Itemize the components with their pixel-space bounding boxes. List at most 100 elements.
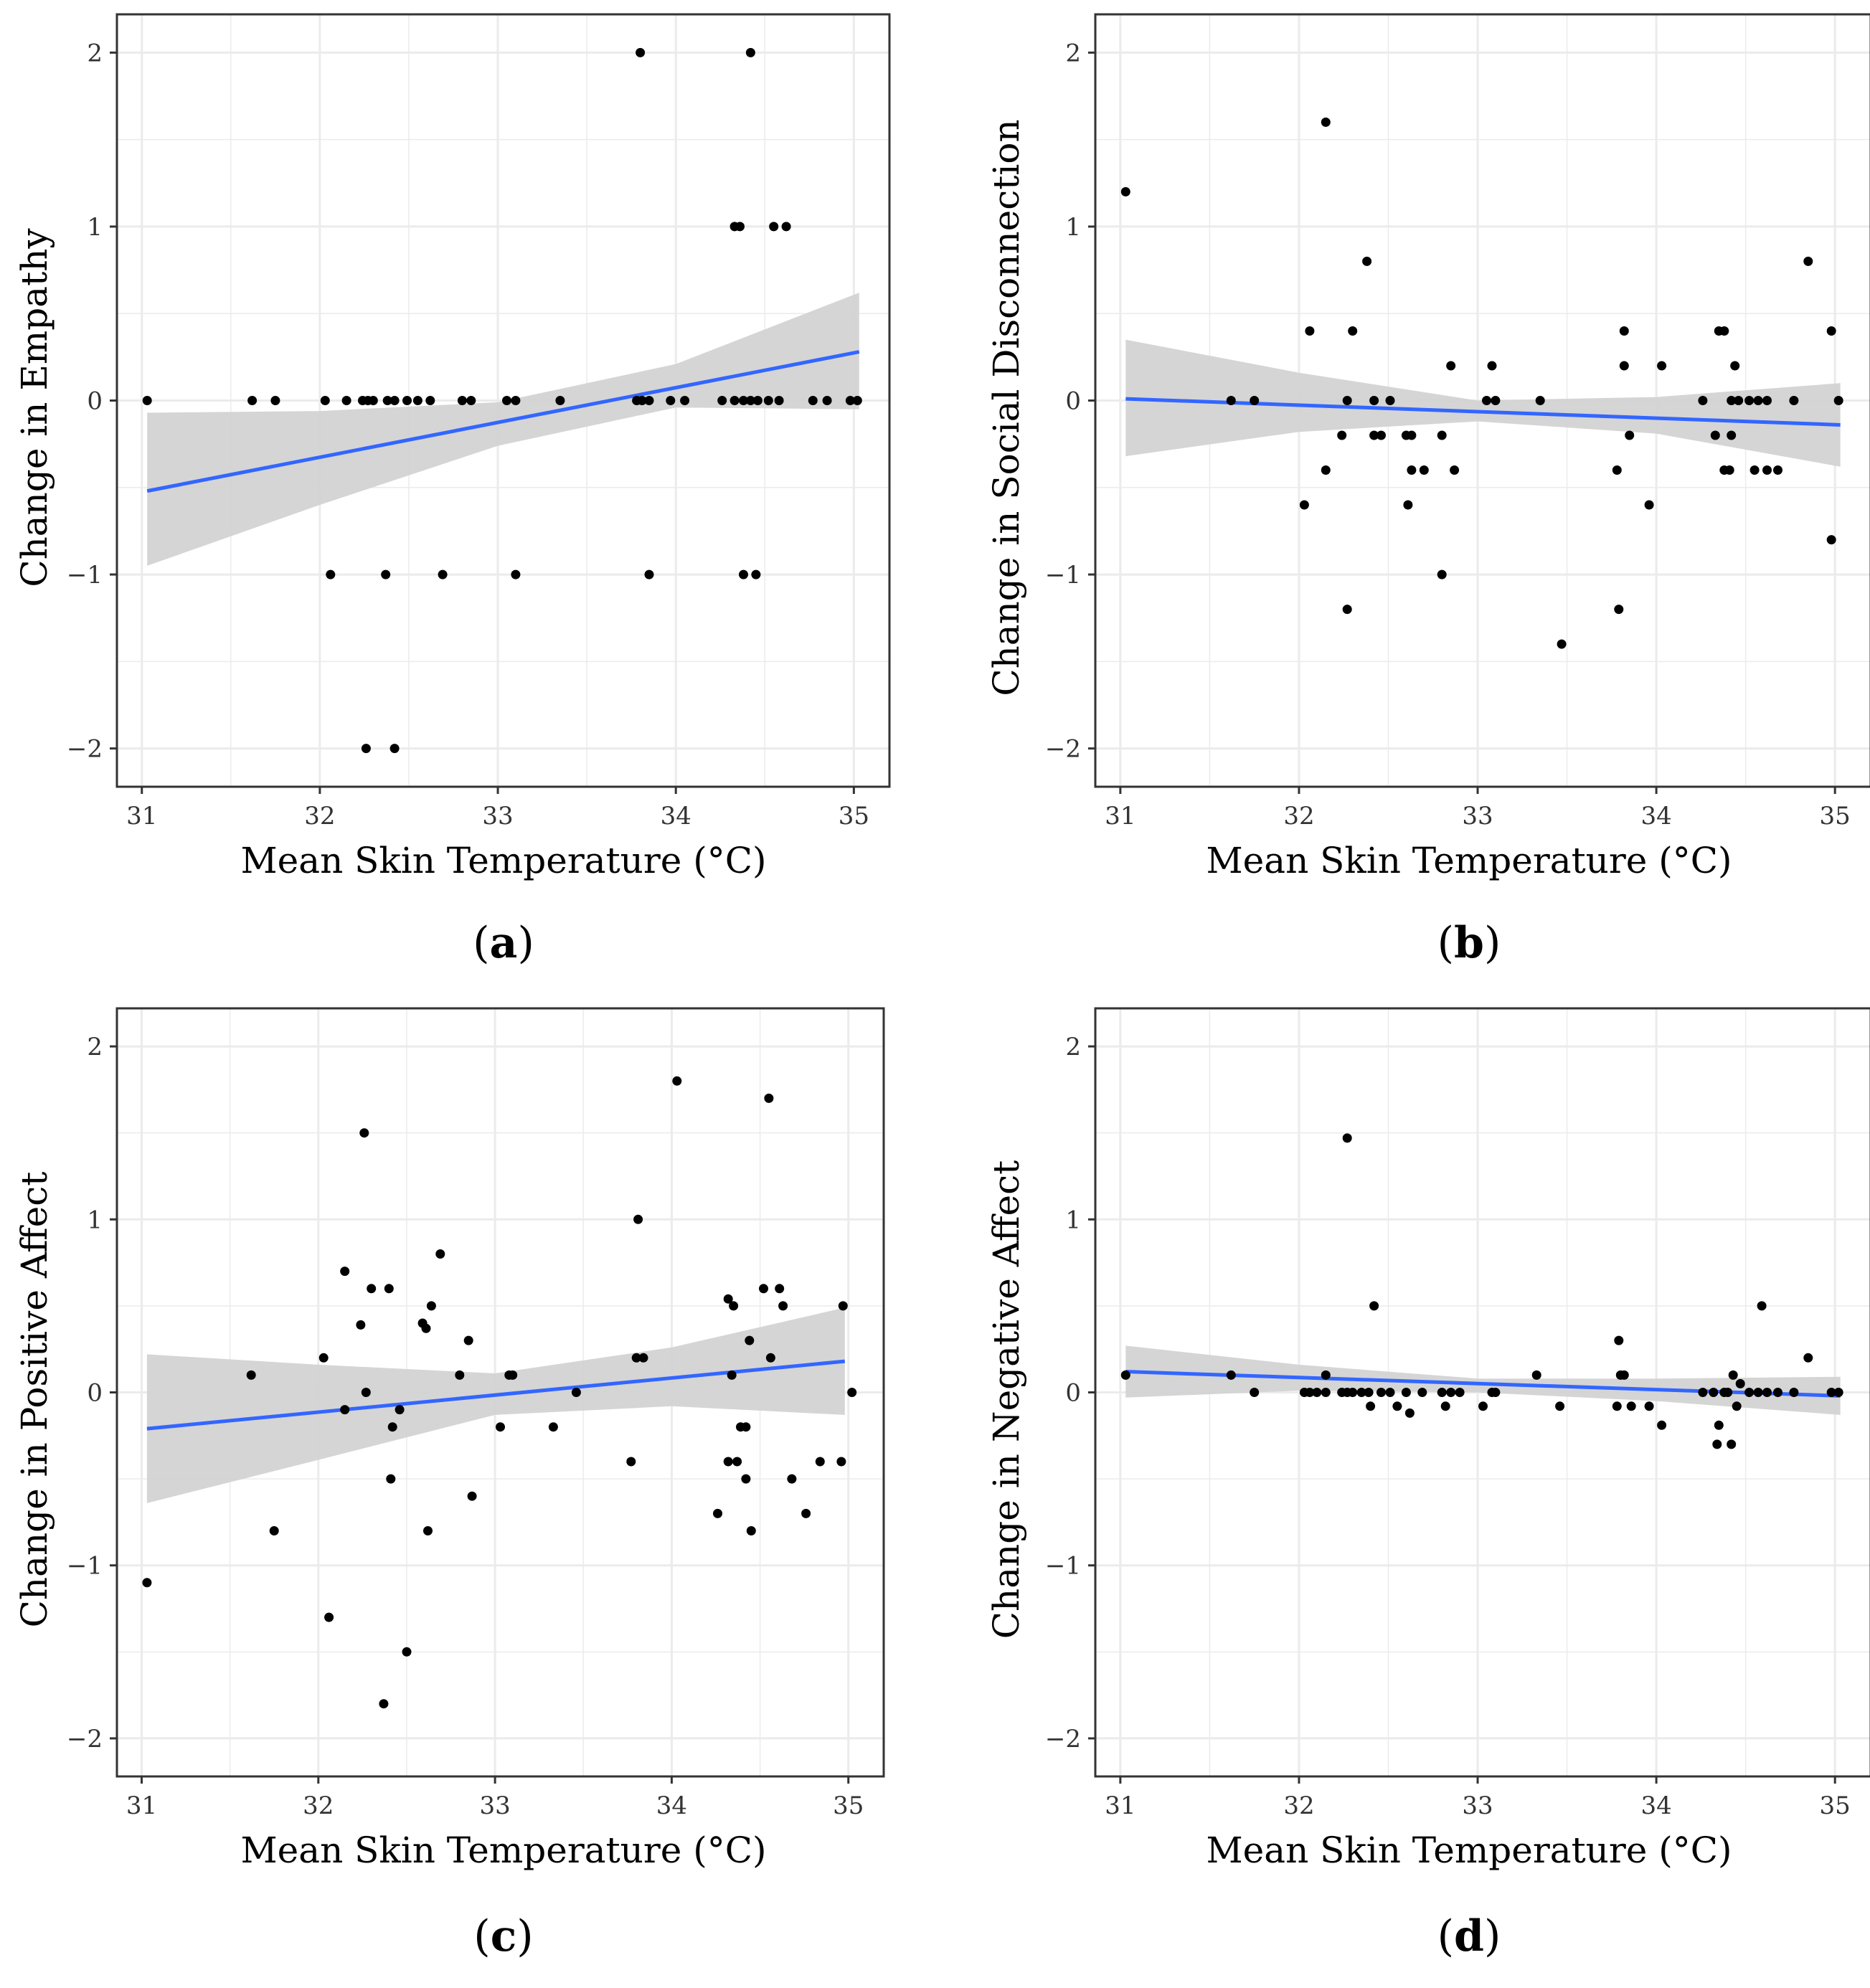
panel-label: (c) (473, 1911, 533, 1961)
panel-label: (d) (1437, 1911, 1501, 1961)
data-point (741, 1422, 751, 1432)
data-point (1644, 1401, 1654, 1411)
data-point (1732, 1401, 1742, 1411)
data-point (759, 1284, 768, 1294)
data-point (1407, 430, 1417, 440)
data-point (1724, 465, 1734, 475)
axis-ticks: 31 32 33 34 35 −2 −1 0 1 2 (1045, 1033, 1851, 1820)
data-point (836, 1457, 846, 1467)
chart-panel-b: 31 32 33 34 35 −2 −1 0 1 2 Mean Skin Temperature (… (986, 13, 1870, 968)
data-point (457, 396, 467, 405)
data-point (340, 1267, 350, 1277)
data-point (320, 396, 330, 405)
data-point (361, 744, 371, 754)
data-point (426, 1301, 436, 1311)
data-point (852, 396, 862, 405)
y-tick-label: 2 (1065, 39, 1081, 67)
data-point (847, 1388, 857, 1397)
data-point (775, 1284, 785, 1294)
y-tick-label: 2 (87, 1033, 103, 1061)
data-point (1803, 256, 1813, 266)
data-point (1753, 396, 1763, 405)
data-point (1392, 1401, 1402, 1411)
data-point (787, 1474, 797, 1484)
data-point (838, 1301, 848, 1311)
x-tick-label: 34 (656, 1791, 687, 1820)
data-point (382, 396, 392, 405)
data-point (1744, 396, 1755, 405)
y-tick-label: −1 (67, 561, 103, 590)
y-tick-label: −2 (67, 735, 103, 764)
data-point (402, 1647, 412, 1657)
data-point (637, 396, 647, 405)
data-point (729, 396, 740, 405)
confidence-band (146, 1307, 845, 1503)
data-point (1727, 430, 1737, 440)
x-tick-label: 32 (1283, 1791, 1314, 1820)
x-tick-label: 33 (1462, 802, 1493, 830)
data-point (1478, 1401, 1488, 1411)
y-tick-label: 1 (87, 213, 103, 242)
data-point (815, 1457, 825, 1467)
data-point (680, 396, 690, 405)
data-point (1531, 1370, 1541, 1380)
data-point (425, 396, 435, 405)
data-point (511, 569, 521, 579)
x-tick-label: 31 (126, 802, 157, 830)
data-point (1385, 1388, 1395, 1397)
data-point (555, 396, 565, 405)
data-point (466, 396, 476, 405)
data-point (1417, 1388, 1427, 1397)
data-point (1342, 605, 1352, 615)
data-point (752, 396, 762, 405)
data-point (368, 396, 378, 405)
data-point (1826, 326, 1836, 336)
data-point (571, 1388, 581, 1397)
data-point (356, 1320, 366, 1330)
data-point (845, 396, 855, 405)
data-point (247, 396, 258, 405)
data-point (1833, 396, 1843, 405)
data-point (1712, 1439, 1722, 1449)
data-point (631, 1353, 641, 1363)
x-tick-label: 31 (1105, 802, 1135, 830)
data-point (1321, 117, 1331, 127)
data-point (1744, 1388, 1755, 1397)
data-point (1455, 1388, 1465, 1397)
data-point (1555, 1401, 1565, 1411)
data-point (1727, 1439, 1737, 1449)
x-axis-title: Mean Skin Temperature (°C) (1206, 1830, 1732, 1871)
data-point (1385, 396, 1395, 405)
data-point (1440, 1401, 1450, 1411)
y-axis-title: Change in Social Disconnection (986, 119, 1027, 696)
x-tick-label: 35 (833, 1791, 864, 1820)
data-point (1719, 326, 1729, 336)
panel-label: (a) (473, 918, 534, 968)
data-point (1487, 361, 1497, 371)
data-point (340, 1405, 350, 1415)
data-point (1366, 1401, 1376, 1411)
data-point (246, 1370, 256, 1380)
data-point (1312, 1388, 1322, 1397)
x-tick-label: 33 (482, 802, 513, 830)
x-tick-label: 35 (1820, 1791, 1851, 1820)
data-point (1826, 535, 1836, 545)
data-point (389, 744, 400, 754)
data-point (745, 396, 755, 405)
data-point (395, 1405, 405, 1415)
data-point (781, 222, 791, 232)
y-tick-label: −1 (67, 1552, 103, 1581)
data-point (1401, 1388, 1411, 1397)
x-axis-title: Mean Skin Temperature (°C) (240, 840, 766, 881)
data-point (729, 1301, 739, 1311)
data-point (324, 1612, 334, 1622)
confidence-band (1125, 1345, 1841, 1415)
data-point (412, 396, 422, 405)
y-axis-title: Change in Positive Affect (14, 1172, 55, 1628)
grid (1095, 1008, 1870, 1776)
data-point (1735, 1378, 1745, 1388)
data-point (808, 396, 818, 405)
data-point (384, 1284, 394, 1294)
data-points (1120, 1133, 1843, 1449)
data-point (763, 396, 773, 405)
